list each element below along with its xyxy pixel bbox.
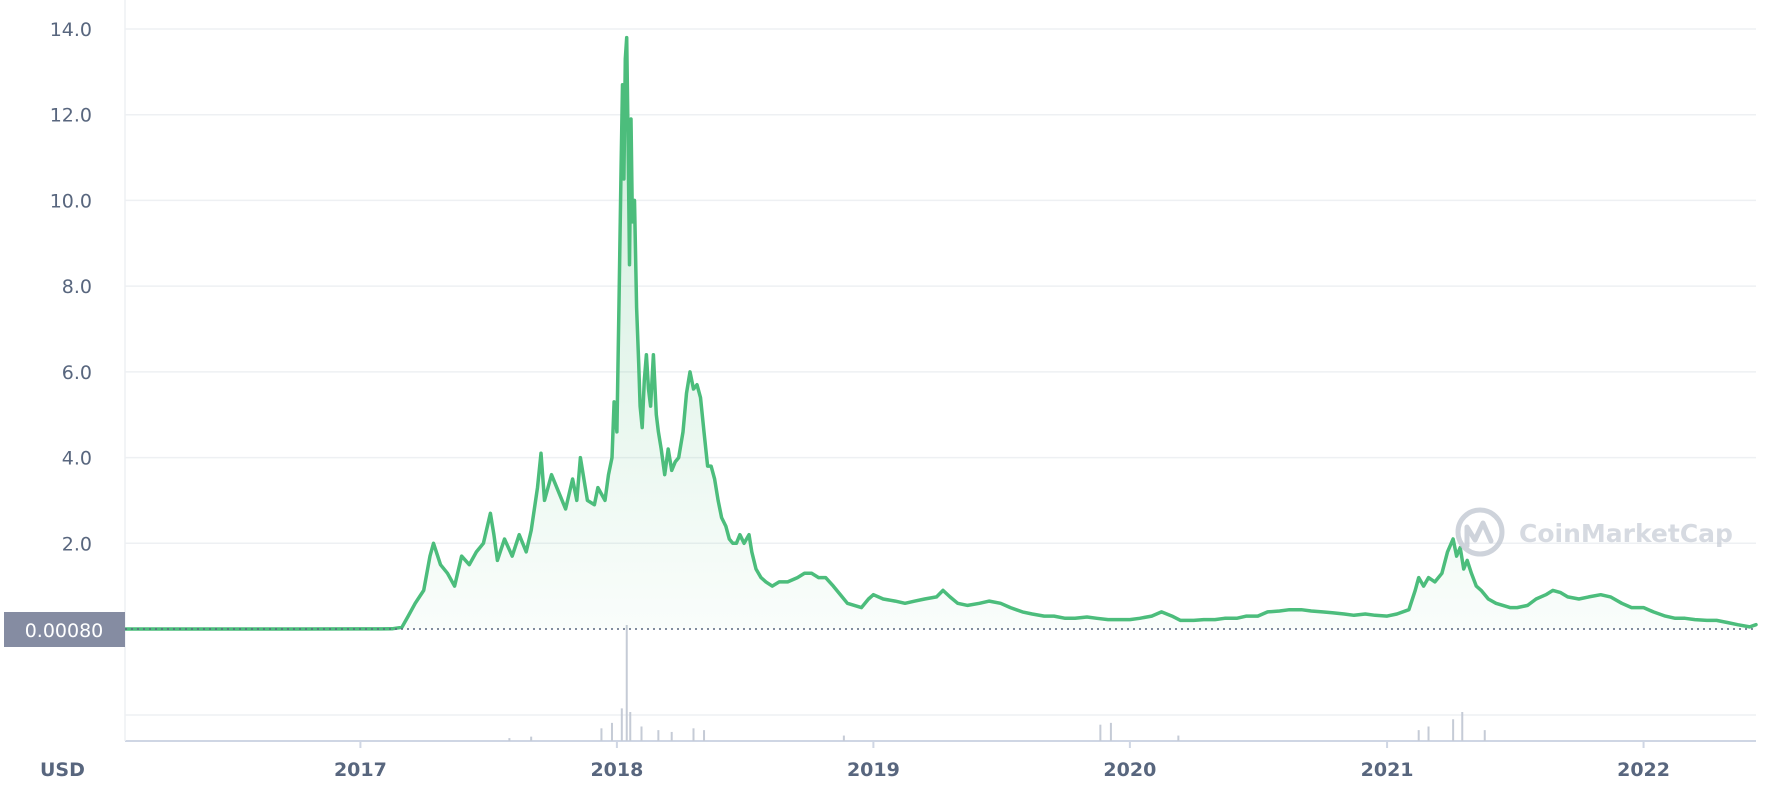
- volume-bar: [1417, 730, 1420, 741]
- volume-bar: [508, 738, 511, 741]
- volume-bar: [1461, 712, 1464, 741]
- price-area-series: [123, 35, 1758, 631]
- current-price-badge-bg: [4, 612, 125, 647]
- volume-bar: [1452, 719, 1455, 741]
- y-tick-label: 8.0: [62, 276, 92, 298]
- volume-bar: [600, 728, 603, 741]
- y-tick-label: 12.0: [50, 105, 92, 127]
- watermark-text: CoinMarketCap: [1519, 519, 1733, 548]
- volume-bar: [625, 625, 628, 741]
- x-tick-label: 2017: [334, 759, 387, 781]
- volume-bar: [670, 731, 673, 741]
- x-tick-label: 2020: [1103, 759, 1156, 781]
- y-tick-label: 6.0: [62, 362, 92, 384]
- volume-bar: [1099, 724, 1102, 741]
- volume-bar: [1483, 730, 1486, 741]
- y-tick-label: 2.0: [62, 533, 92, 555]
- y-unit-label: USD: [40, 759, 85, 781]
- volume-bar: [692, 728, 695, 741]
- price-line: [123, 35, 1758, 631]
- volume-bars: [508, 625, 1486, 741]
- x-tick-label: 2019: [847, 759, 900, 781]
- x-axis-ticks: 2017 2018 2019 2020 2021 2022: [334, 741, 1670, 781]
- volume-bar: [640, 726, 643, 741]
- x-tick-label: 2022: [1617, 759, 1670, 781]
- volume-bar: [703, 730, 706, 741]
- volume-bar: [657, 730, 660, 741]
- coinmarketcap-watermark: CoinMarketCap: [1455, 507, 1733, 557]
- volume-bar: [629, 712, 632, 741]
- volume-bar: [1109, 722, 1112, 741]
- y-tick-label: 4.0: [62, 448, 92, 470]
- volume-bar: [842, 735, 845, 741]
- volume-bar: [1427, 726, 1430, 741]
- x-tick-label: 2018: [590, 759, 643, 781]
- volume-bar: [610, 722, 613, 741]
- volume-bar: [530, 736, 533, 741]
- price-area-fill: [125, 37, 1756, 630]
- y-tick-label: 10.0: [50, 190, 92, 212]
- coinmarketcap-logo-icon: [1455, 507, 1505, 557]
- volume-bar: [1177, 735, 1180, 741]
- x-tick-label: 2021: [1361, 759, 1414, 781]
- y-tick-label: 14.0: [50, 19, 92, 41]
- current-price-badge: 0.00080: [4, 612, 125, 647]
- current-price-label: 0.00080: [25, 620, 104, 642]
- volume-bar: [620, 708, 623, 741]
- y-axis-ticks: 2.0 4.0 6.0 8.0 10.0 12.0 14.0: [50, 19, 92, 555]
